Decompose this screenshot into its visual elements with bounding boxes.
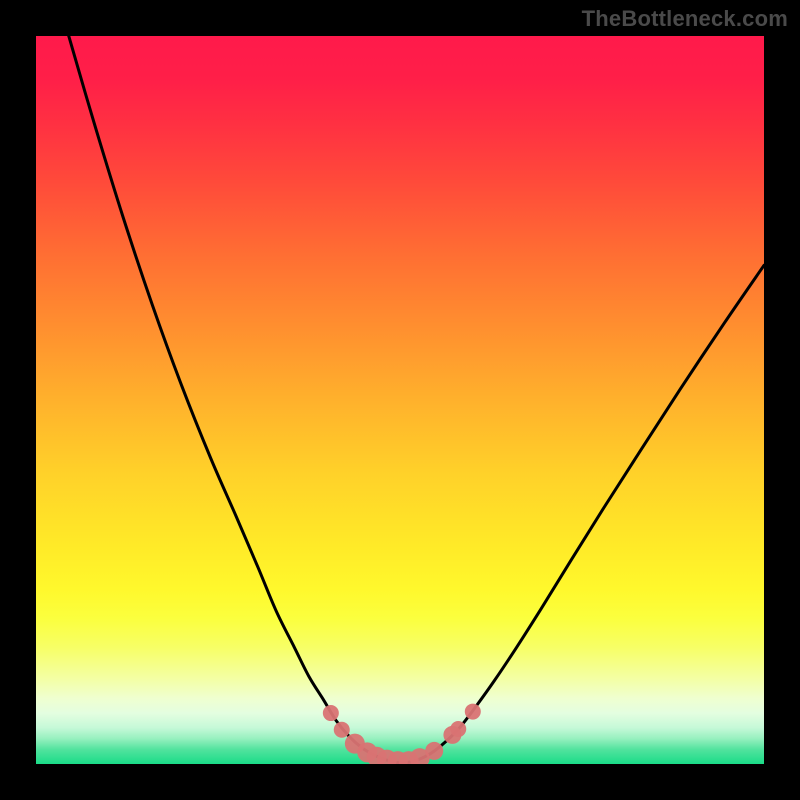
watermark-text: TheBottleneck.com (582, 6, 788, 32)
curve-marker (450, 721, 466, 737)
curve-marker (425, 742, 443, 760)
chart-stage: TheBottleneck.com (0, 0, 800, 800)
curve-marker (465, 704, 481, 720)
curve-marker (323, 705, 339, 721)
bottleneck-curve-chart (36, 36, 764, 764)
curve-marker (334, 722, 350, 738)
gradient-background (36, 36, 764, 764)
